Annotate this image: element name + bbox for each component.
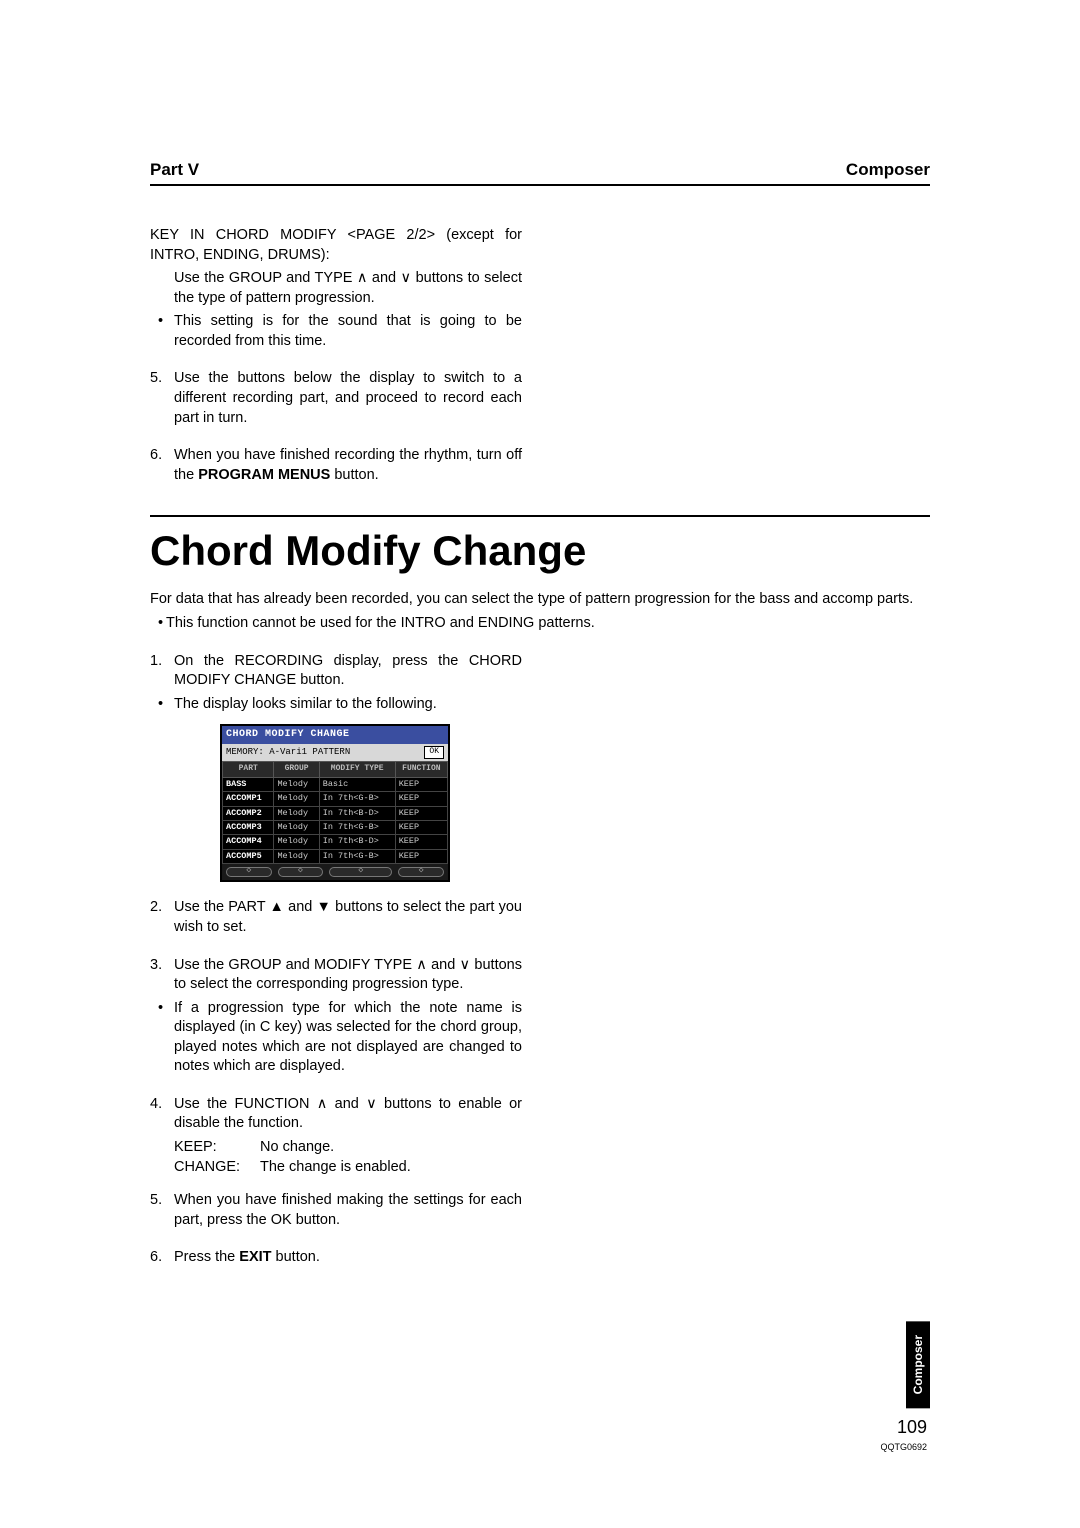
section-title: Chord Modify Change [150,527,930,575]
lcd-memory: MEMORY: A-Vari1 PATTERN [226,746,350,759]
key-in-line: KEY IN CHORD MODIFY <PAGE 2/2> (except f… [150,226,522,265]
lcd-cell: Basic [319,777,395,791]
lcd-col-part: PART [223,761,274,777]
lcd-btn-3 [329,867,392,877]
lcd-cell: ACCOMP2 [223,806,274,820]
lcd-cell: Melody [274,820,319,834]
lcd-row: ACCOMP4MelodyIn 7th<B-D>KEEP [223,835,448,849]
page: Part V Composer KEY IN CHORD MODIFY <PAG… [0,0,1080,1528]
lcd-screenshot: CHORD MODIFY CHANGE MEMORY: A-Vari1 PATT… [220,724,450,882]
lcd-table: PART GROUP MODIFY TYPE FUNCTION BASSMelo… [222,761,448,865]
lcd-btn-1 [226,867,272,877]
lcd-ok: OK [424,746,444,759]
steps-column: 1.On the RECORDING display, press the CH… [150,652,522,1268]
header-left: Part V [150,160,199,180]
def-change: CHANGE: The change is enabled. [174,1158,522,1178]
lcd-row: ACCOMP5MelodyIn 7th<G-B>KEEP [223,849,448,863]
lcd-header-row: PART GROUP MODIFY TYPE FUNCTION [223,761,448,777]
lcd-col-func: FUNCTION [395,761,447,777]
def-keep: KEEP: No change. [174,1138,522,1158]
page-number: 109 [897,1417,927,1438]
lcd-cell: KEEP [395,849,447,863]
lcd-btn-2 [278,867,324,877]
lcd-cell: ACCOMP4 [223,835,274,849]
lcd-cell: Melody [274,806,319,820]
lcd-cell: ACCOMP3 [223,820,274,834]
lcd-col-group: GROUP [274,761,319,777]
lcd-row: ACCOMP1MelodyIn 7th<G-B>KEEP [223,792,448,806]
top-step-6: 6.When you have finished recording the r… [150,446,522,485]
lcd-cell: ACCOMP5 [223,849,274,863]
lcd-cell: In 7th<G-B> [319,792,395,806]
page-header: Part V Composer [150,160,930,186]
lcd-cell: KEEP [395,792,447,806]
lcd-cell: KEEP [395,835,447,849]
lcd-row: BASSMelodyBasicKEEP [223,777,448,791]
header-right: Composer [846,160,930,180]
lcd-cell: KEEP [395,777,447,791]
lcd-cell: In 7th<B-D> [319,806,395,820]
lcd-cell: Melody [274,835,319,849]
step-1: 1.On the RECORDING display, press the CH… [150,652,522,691]
step-5: 5.When you have finished making the sett… [150,1191,522,1230]
step-3: 3.Use the GROUP and MODIFY TYPE ∧ and ∨ … [150,956,522,995]
step-4: 4.Use the FUNCTION ∧ and ∨ buttons to en… [150,1095,522,1134]
step-1-bullet: The display looks similar to the followi… [150,695,522,715]
lcd-cell: Melody [274,849,319,863]
lcd-cell: BASS [223,777,274,791]
lcd-cell: ACCOMP1 [223,792,274,806]
key-in-bullet: This setting is for the sound that is go… [150,312,522,351]
lcd-cell: Melody [274,777,319,791]
function-definitions: KEEP: No change. CHANGE: The change is e… [150,1138,522,1177]
side-tab: Composer [906,1321,930,1408]
step-2: 2.Use the PART ▲ and ▼ buttons to select… [150,898,522,937]
doc-id: QQTG0692 [880,1442,927,1452]
lcd-cell: In 7th<B-D> [319,835,395,849]
lcd-cell: Melody [274,792,319,806]
lcd-cell: In 7th<G-B> [319,849,395,863]
lcd-btn-4 [398,867,444,877]
top-step-5: 5.Use the buttons below the display to s… [150,369,522,428]
intro-paragraph: For data that has already been recorded,… [150,589,930,609]
lcd-cell: KEEP [395,806,447,820]
lcd-row: ACCOMP3MelodyIn 7th<G-B>KEEP [223,820,448,834]
lcd-row: ACCOMP2MelodyIn 7th<B-D>KEEP [223,806,448,820]
step-6: 6.Press the EXIT button. [150,1248,522,1268]
lcd-title: CHORD MODIFY CHANGE [222,726,448,744]
step-3-bullet: If a progression type for which the note… [150,999,522,1077]
lcd-cell: KEEP [395,820,447,834]
lcd-col-type: MODIFY TYPE [319,761,395,777]
top-block: KEY IN CHORD MODIFY <PAGE 2/2> (except f… [150,226,522,485]
section-divider [150,515,930,517]
intro-bullet: This function cannot be used for the INT… [150,613,930,633]
lcd-soft-buttons [222,864,448,880]
lcd-subheader: MEMORY: A-Vari1 PATTERN OK [222,744,448,761]
key-in-sub: Use the GROUP and TYPE ∧ and ∨ buttons t… [150,269,522,308]
lcd-cell: In 7th<G-B> [319,820,395,834]
